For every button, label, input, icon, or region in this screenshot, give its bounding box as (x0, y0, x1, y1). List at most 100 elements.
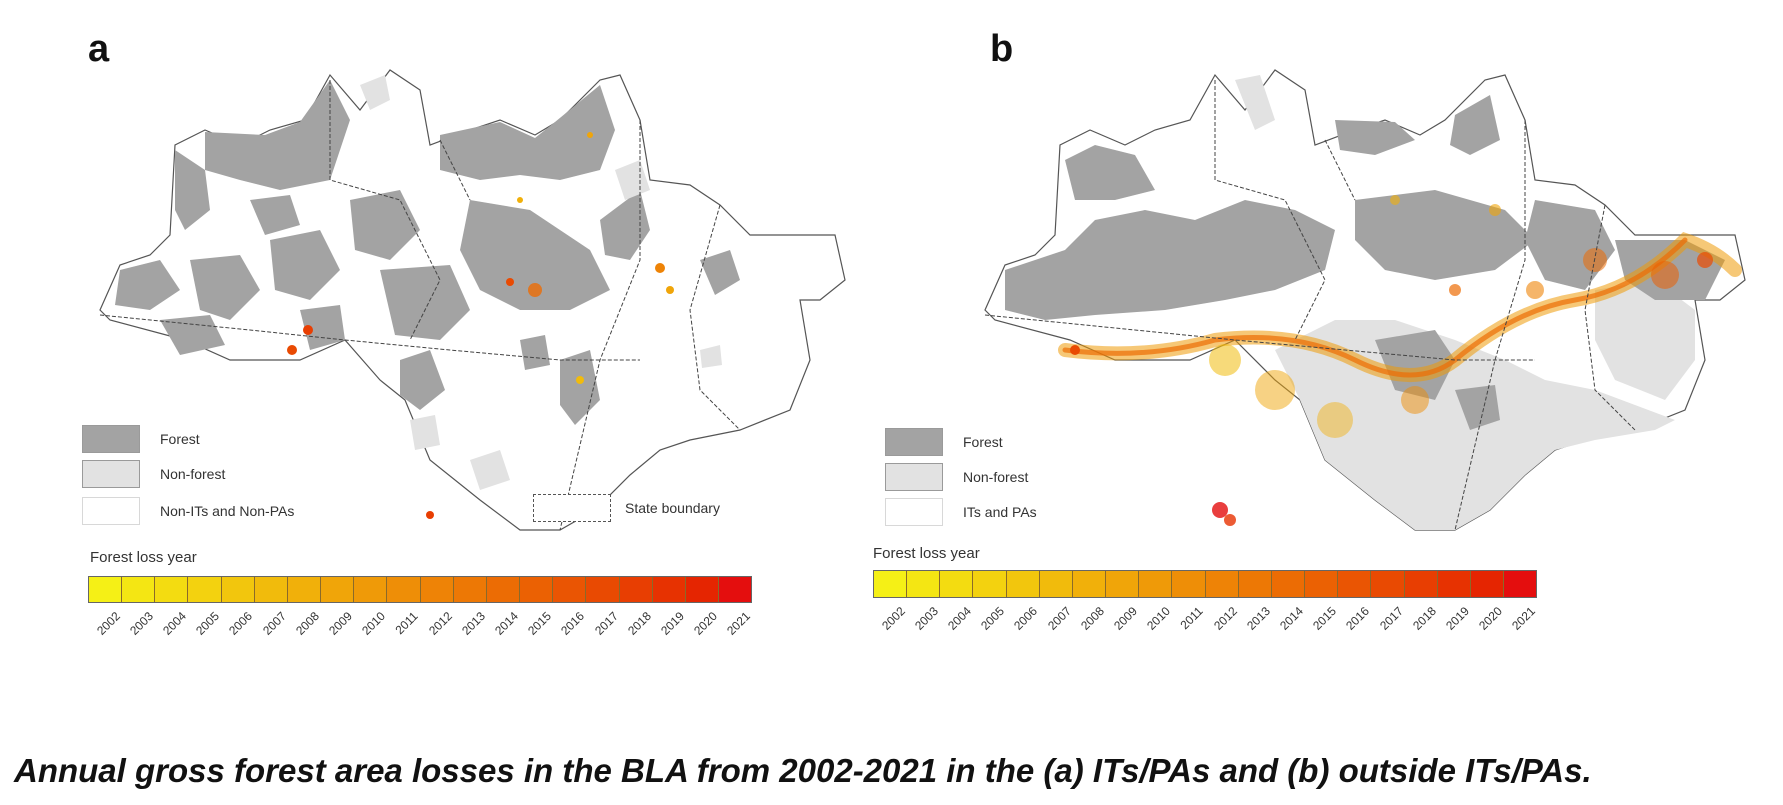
colorbar-cell (354, 577, 388, 602)
legend-label-state-boundary: State boundary (625, 500, 720, 516)
loss-year-title-a: Forest loss year (90, 549, 197, 566)
colorbar-tick: 2018 (619, 603, 654, 643)
colorbar-cell (1006, 571, 1040, 597)
loss-year-title-b: Forest loss year (873, 545, 980, 562)
colorbar-tick: 2018 (1404, 598, 1439, 638)
colorbar-tick: 2012 (1205, 598, 1240, 638)
colorbar-cell (685, 577, 719, 602)
colorbar-cell (89, 577, 123, 602)
colorbar-cell (940, 571, 974, 597)
colorbar-tick: 2003 (906, 598, 941, 638)
colorbar-tick: 2004 (154, 603, 189, 643)
colorbar-tick: 2014 (486, 603, 521, 643)
colorbar-tick: 2002 (88, 603, 123, 643)
colorbar-tick-label: 2004 (945, 604, 974, 633)
colorbar-cell (520, 577, 554, 602)
legend-label-nonforest: Non-forest (963, 469, 1029, 485)
colorbar-tick: 2019 (1437, 598, 1472, 638)
colorbar-tick-label: 2020 (691, 609, 721, 638)
colorbar-tick-label: 2003 (126, 609, 156, 638)
colorbar-tick: 2005 (188, 603, 223, 643)
colorbar-tick-label: 2002 (93, 609, 123, 638)
colorbar-a (88, 576, 752, 603)
legend-outside-a: Non-ITs and Non-PAs (82, 497, 294, 525)
legend-swatch-outside (885, 498, 943, 526)
legend-label-outside: ITs and PAs (963, 504, 1037, 520)
colorbar-cell (321, 577, 355, 602)
colorbar-tick-label: 2019 (1443, 604, 1472, 633)
legend-forest-a: Forest (82, 425, 200, 453)
colorbar-tick-label: 2018 (624, 609, 654, 638)
colorbar-cell (122, 577, 156, 602)
colorbar-tick-label: 2009 (326, 609, 355, 638)
colorbar-cell (486, 577, 521, 602)
colorbar-cell (221, 577, 255, 602)
colorbar-cell (1205, 571, 1239, 597)
colorbar-tick-label: 2002 (878, 604, 908, 633)
colorbar-tick-label: 2010 (1144, 604, 1174, 633)
colorbar-tick-label: 2007 (259, 609, 289, 638)
colorbar-tick-label: 2006 (226, 609, 256, 638)
colorbar-tick: 2003 (121, 603, 156, 643)
colorbar-tick-label: 2007 (1044, 604, 1074, 633)
legend-label-outside: Non-ITs and Non-PAs (160, 503, 295, 519)
colorbar-tick: 2010 (354, 603, 389, 643)
state-boundaries-a (99, 80, 741, 531)
colorbar-tick: 2016 (553, 603, 588, 643)
colorbar-tick: 2017 (586, 603, 621, 643)
legend-swatch-state-boundary (533, 494, 611, 522)
colorbar-tick-label: 2017 (1376, 604, 1406, 633)
colorbar-cell (420, 577, 454, 602)
colorbar-cell (287, 577, 322, 602)
colorbar-tick-label: 2013 (1243, 604, 1273, 633)
colorbar-tick-label: 2014 (1277, 604, 1306, 633)
colorbar-ticks-a: 2002 2003 2004 2005 2006 2007 2008 2009 2010 2011… (88, 603, 754, 643)
colorbar-tick-label: 2015 (525, 609, 555, 638)
colorbar-tick: 2009 (320, 603, 355, 643)
colorbar-tick: 2020 (686, 603, 721, 643)
colorbar-tick: 2008 (287, 603, 322, 643)
loss-spots-b (1058, 195, 1742, 526)
legend-label-forest: Forest (963, 434, 1003, 450)
colorbar-tick: 2006 (1006, 598, 1041, 638)
colorbar-tick: 2002 (873, 598, 908, 638)
colorbar-tick: 2015 (1305, 598, 1339, 638)
colorbar-tick: 2016 (1338, 598, 1373, 638)
colorbar-tick-label: 2004 (160, 609, 189, 638)
colorbar-cell (1072, 571, 1107, 597)
colorbar-cell (155, 577, 189, 602)
legend-label-forest: Forest (160, 431, 200, 447)
colorbar-tick-label: 2005 (193, 609, 223, 638)
colorbar-cell (874, 571, 908, 597)
colorbar-tick-label: 2008 (1077, 604, 1107, 633)
colorbar-tick-label: 2010 (359, 609, 389, 638)
legend-state-boundary-a: State boundary (533, 494, 720, 522)
map-a (99, 69, 846, 531)
colorbar-cell (1437, 571, 1471, 597)
colorbar-cell (188, 577, 222, 602)
colorbar-tick-label: 2021 (724, 609, 754, 638)
colorbar-tick-label: 2016 (1343, 604, 1373, 633)
colorbar-tick: 2019 (652, 603, 687, 643)
panel-letter-a: a (88, 28, 110, 70)
colorbar-tick: 2021 (719, 603, 754, 643)
colorbar-tick: 2011 (1172, 598, 1206, 638)
legend-outside-b: ITs and PAs (885, 498, 1037, 526)
colorbar-cell (1039, 571, 1073, 597)
colorbar-ticks-b: 2002 2003 2004 2005 2006 2007 2008 2009 2010 2011… (873, 598, 1539, 638)
colorbar-cell (1106, 571, 1140, 597)
colorbar-cell (1238, 571, 1272, 597)
panel-letter-b: b (990, 28, 1014, 70)
colorbar-tick: 2007 (254, 603, 289, 643)
colorbar-tick-label: 2018 (1409, 604, 1439, 633)
legend-forest-b: Forest (885, 428, 1003, 456)
colorbar-tick-label: 2003 (911, 604, 941, 633)
colorbar-tick: 2014 (1271, 598, 1306, 638)
colorbar-cell (1139, 571, 1173, 597)
colorbar-tick-label: 2005 (978, 604, 1008, 633)
legend-swatch-forest (82, 425, 140, 453)
colorbar-cell (254, 577, 288, 602)
legend-swatch-nonforest (82, 460, 140, 488)
colorbar-cell (1371, 571, 1405, 597)
colorbar-cell (453, 577, 487, 602)
